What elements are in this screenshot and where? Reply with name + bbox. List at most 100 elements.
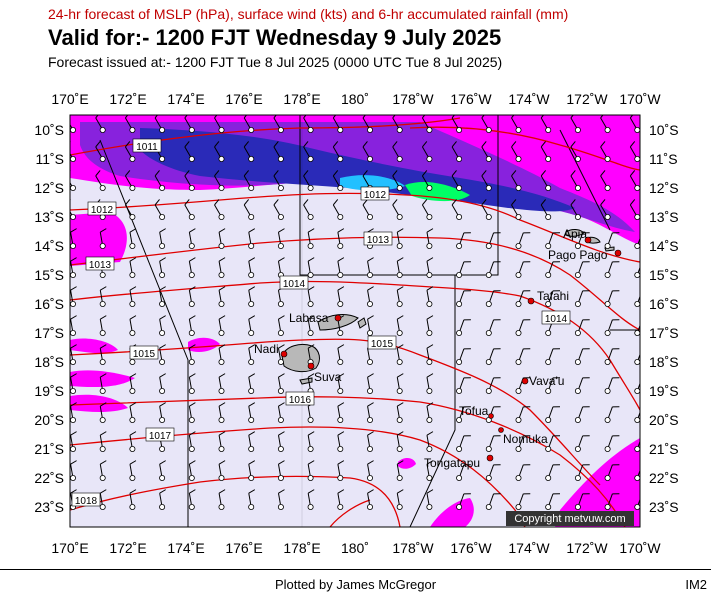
wind-barb: [277, 431, 285, 452]
isobar-1019: [329, 499, 371, 527]
copyright-box: [506, 511, 634, 526]
wind-barb: [515, 406, 531, 423]
wind-barb: [248, 344, 256, 365]
wind-barb: [218, 286, 226, 307]
place-dot-labasa: [334, 314, 342, 322]
rain-patch-south: [430, 498, 474, 527]
lat-label-right: 13˚S: [649, 209, 679, 225]
wind-barb: [188, 228, 196, 249]
wind-barb: [159, 257, 166, 278]
wind-barb: [99, 228, 107, 249]
rain-core-2: [340, 175, 405, 191]
rain-patch-central: [188, 337, 220, 352]
wind-barb: [184, 141, 195, 162]
wind-barb: [188, 489, 196, 510]
lon-label-top: 176˚W: [450, 91, 492, 107]
wind-barb: [277, 402, 285, 423]
isobar-label: 1013: [367, 235, 390, 246]
wind-barb: [396, 315, 404, 336]
isobar-label: 1017: [149, 431, 172, 442]
wind-barb: [481, 141, 492, 162]
lat-label-right: 11˚S: [649, 151, 678, 167]
lat-label-right: 12˚S: [649, 180, 679, 196]
rain-patch-west-3: [70, 370, 135, 388]
lat-label-left: 17˚S: [34, 325, 64, 341]
place-label-vavau: Vava'u: [529, 374, 564, 388]
wind-barb: [248, 257, 256, 278]
place-dot-tafahi: [527, 297, 535, 305]
wind-barb: [392, 141, 403, 162]
wind-barb: [366, 315, 374, 336]
lon-label-bottom: 180˚: [341, 540, 369, 556]
place-dot-vavau: [521, 377, 529, 385]
wind-barb: [604, 232, 620, 249]
wind-barb: [574, 232, 590, 249]
wind-barb: [184, 199, 195, 220]
lat-label-left: 20˚S: [34, 412, 64, 428]
wind-barb: [70, 123, 77, 134]
wind-barb: [154, 170, 166, 191]
wind-barb: [421, 199, 433, 220]
wind-barb: [307, 315, 315, 336]
wind-barb: [277, 460, 285, 481]
lon-label-top: 180˚: [341, 91, 369, 107]
wind-barb: [337, 257, 345, 278]
lon-label-top: 174˚W: [508, 91, 550, 107]
wind-barb: [337, 315, 345, 336]
wind-barb: [604, 406, 620, 423]
place-label-apia: Apia: [563, 227, 587, 241]
wind-barb: [570, 199, 581, 220]
isobars: [70, 117, 640, 527]
wind-barb: [248, 228, 256, 249]
wind-barb: [481, 170, 492, 191]
wind-barb: [456, 377, 471, 394]
issue-time: Forecast issued at:- 1200 FJT Tue 8 Jul …: [48, 54, 503, 70]
wind-barb: [273, 141, 284, 162]
wind-barb: [545, 232, 560, 249]
wind-barb: [396, 257, 404, 278]
wind-barb: [421, 170, 433, 191]
isobar-1014: [70, 280, 640, 411]
wind-barb: [485, 435, 501, 452]
wind-barb: [248, 431, 256, 452]
place-label-nomuka: Nomuka: [503, 432, 548, 446]
isobar-label: 1015: [133, 349, 156, 360]
wind-barb: [545, 406, 560, 423]
wind-barb: [511, 141, 522, 162]
wind-barb: [243, 170, 255, 191]
wind-barb: [248, 460, 256, 481]
wind-barb: [426, 257, 434, 278]
wind-barb: [604, 319, 620, 336]
isobar-label-box: [71, 492, 101, 507]
place-dot-pago-pago: [614, 249, 622, 257]
wind-barb: [366, 460, 374, 481]
wind-barb: [421, 141, 433, 162]
wind-barb: [570, 170, 581, 191]
wind-barb: [332, 141, 344, 162]
wind-barb: [188, 373, 196, 394]
wind-barb: [604, 493, 620, 510]
wind-barb: [99, 286, 107, 307]
lon-label-top: 178˚W: [392, 91, 434, 107]
wind-barb: [154, 199, 166, 220]
wind-barb: [456, 435, 471, 452]
wind-barb: [95, 170, 106, 191]
wind-barb: [426, 344, 434, 365]
wind-barb: [159, 344, 166, 365]
wind-barb: [218, 257, 226, 278]
wind-barb: [99, 489, 107, 510]
wind-barb: [604, 348, 620, 365]
wind-barb: [451, 141, 463, 162]
wind-barb: [545, 290, 560, 307]
wind-barb: [451, 199, 463, 220]
wind-barb: [129, 402, 137, 423]
lat-label-left: 12˚S: [34, 180, 64, 196]
wind-barb: [515, 232, 531, 249]
rain-patch-west: [70, 212, 127, 266]
wind-barb: [218, 228, 226, 249]
lat-label-left: 15˚S: [34, 267, 64, 283]
wind-barb: [214, 141, 225, 162]
lon-label-bottom: 176˚W: [450, 540, 492, 556]
wind-barb: [481, 115, 492, 134]
